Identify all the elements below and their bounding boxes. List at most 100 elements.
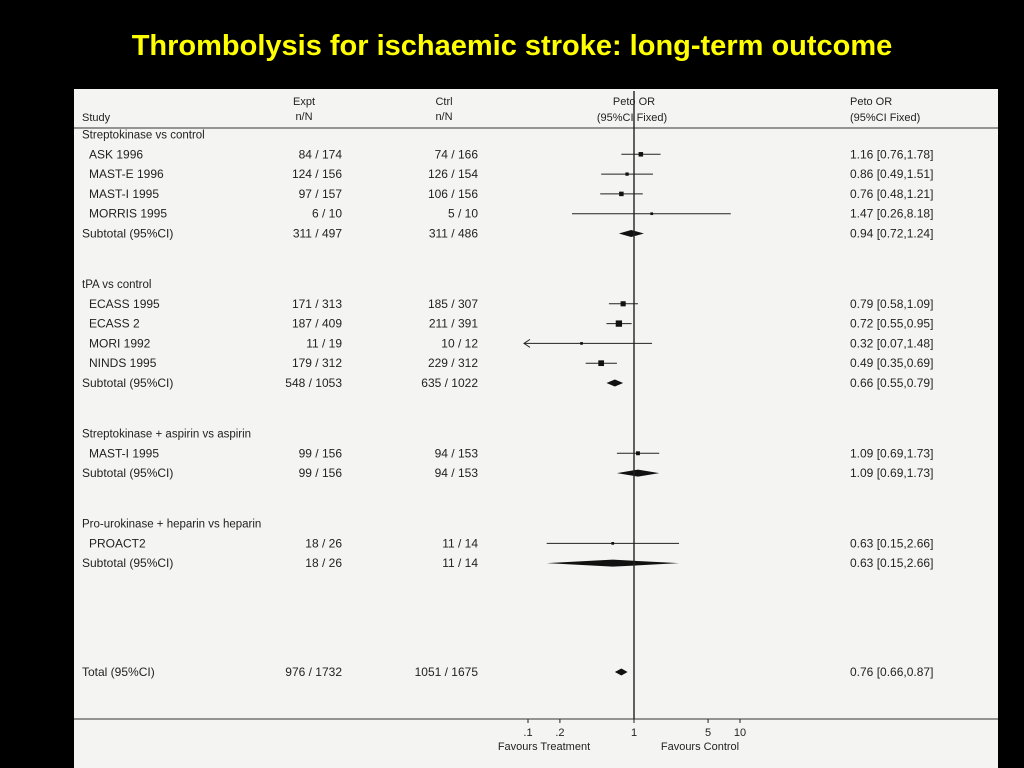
study-name: MAST-I 1995 <box>89 187 159 201</box>
point-estimate <box>625 172 629 176</box>
x-tick-label: 1 <box>631 727 637 739</box>
study-name: MORRIS 1995 <box>89 207 167 221</box>
pooled-diamond <box>614 668 628 676</box>
or-ci-text: 1.09 [0.69,1.73] <box>850 466 933 480</box>
header-expt-sub: n/N <box>295 111 312 123</box>
forest-axis: .1 .2 1 5 10 Favours Treatment Favours Control <box>498 91 746 753</box>
header-or-text-ci: (95%CI Fixed) <box>850 112 920 124</box>
x-tick-label: 5 <box>705 727 711 739</box>
or-ci-text: 0.32 [0.07,1.48] <box>850 336 933 350</box>
slide-title: Thrombolysis for ischaemic stroke: long-… <box>131 30 893 62</box>
x-tick-label: .2 <box>555 727 564 739</box>
header-or-text: Peto OR <box>850 96 892 108</box>
favours-control-label: Favours Control <box>661 741 739 753</box>
expt-count: 18 / 26 <box>305 556 342 570</box>
ctrl-count: 5 / 10 <box>448 207 478 221</box>
or-ci-text: 0.94 [0.72,1.24] <box>850 227 933 241</box>
point-estimate <box>638 152 644 157</box>
header-ctrl: Ctrl <box>435 96 452 108</box>
ctrl-count: 94 / 153 <box>435 446 479 460</box>
or-ci-text: 0.72 [0.55,0.95] <box>850 317 933 331</box>
study-name: NINDS 1995 <box>89 356 157 370</box>
point-estimate <box>650 212 654 216</box>
group-label: Streptokinase vs control <box>82 130 205 142</box>
expt-count: 187 / 409 <box>292 317 342 331</box>
expt-count: 18 / 26 <box>305 536 342 550</box>
study-name: MAST-E 1996 <box>89 167 164 181</box>
expt-count: 99 / 156 <box>299 446 343 460</box>
expt-count: 6 / 10 <box>312 207 342 221</box>
pooled-diamond <box>616 469 660 477</box>
subtotal-label: Subtotal (95%CI) <box>82 227 173 241</box>
or-ci-text: 1.16 [0.76,1.78] <box>850 147 933 161</box>
point-estimate <box>636 451 640 456</box>
or-ci-text: 0.76 [0.66,0.87] <box>850 665 933 679</box>
ctrl-count: 229 / 312 <box>428 356 478 370</box>
expt-count: 84 / 174 <box>299 147 343 161</box>
ctrl-count: 74 / 166 <box>435 147 479 161</box>
pooled-diamond <box>618 230 644 237</box>
point-estimate <box>598 360 605 367</box>
ctrl-count: 185 / 307 <box>428 297 478 311</box>
study-name: MAST-I 1995 <box>89 446 159 460</box>
ctrl-count: 11 / 14 <box>442 536 478 550</box>
point-estimate <box>611 542 615 545</box>
x-tick-label: .1 <box>523 727 532 739</box>
ctrl-count: 11 / 14 <box>442 556 478 570</box>
forest-marks <box>523 152 731 676</box>
header-peto-or-ci: (95%CI Fixed) <box>597 112 667 124</box>
forest-plot-panel: Study Expt n/N Ctrl n/N Peto OR (95%CI F… <box>74 89 998 768</box>
subtotal-label: Subtotal (95%CI) <box>82 556 173 570</box>
expt-count: 311 / 497 <box>293 227 342 241</box>
group-label: tPA vs control <box>82 279 151 291</box>
pooled-diamond <box>546 559 680 567</box>
forest-rows: Streptokinase vs control ASK 1996 84 / 174… <box>82 130 933 680</box>
or-ci-text: 0.76 [0.48,1.21] <box>850 187 933 201</box>
favours-treatment-label: Favours Treatment <box>498 741 590 753</box>
study-name: PROACT2 <box>89 536 146 550</box>
subtotal-label: Subtotal (95%CI) <box>82 466 173 480</box>
ctrl-count: 1051 / 1675 <box>415 665 479 679</box>
study-name: ASK 1996 <box>89 147 143 161</box>
or-ci-text: 0.66 [0.55,0.79] <box>850 376 933 390</box>
ctrl-count: 126 / 154 <box>428 167 478 181</box>
forest-plot: Study Expt n/N Ctrl n/N Peto OR (95%CI F… <box>74 91 998 753</box>
header-study: Study <box>82 112 111 124</box>
expt-count: 179 / 312 <box>292 356 342 370</box>
or-ci-text: 0.49 [0.35,0.69] <box>850 356 933 370</box>
ctrl-count: 106 / 156 <box>428 187 478 201</box>
point-estimate <box>580 342 583 345</box>
group-label: Streptokinase + aspirin vs aspirin <box>82 428 251 440</box>
or-ci-text: 1.09 [0.69,1.73] <box>850 446 933 460</box>
expt-count: 171 / 313 <box>292 297 342 311</box>
point-estimate <box>620 301 626 307</box>
or-ci-text: 0.63 [0.15,2.66] <box>850 536 933 550</box>
expt-count: 97 / 157 <box>299 187 343 201</box>
or-ci-text: 0.79 [0.58,1.09] <box>850 297 933 311</box>
study-name: ECASS 1995 <box>89 297 160 311</box>
ctrl-count: 94 / 153 <box>435 466 479 480</box>
subtotal-label: Subtotal (95%CI) <box>82 376 173 390</box>
expt-count: 976 / 1732 <box>285 665 342 679</box>
ctrl-count: 311 / 486 <box>429 227 478 241</box>
point-estimate <box>619 191 624 197</box>
or-ci-text: 0.86 [0.49,1.51] <box>850 167 933 181</box>
header-expt: Expt <box>293 96 315 108</box>
expt-count: 11 / 19 <box>306 336 342 350</box>
ci-arrow <box>523 338 531 348</box>
point-estimate <box>615 320 623 327</box>
group-label: Pro-urokinase + heparin vs heparin <box>82 519 261 531</box>
subtotal-label: Total (95%CI) <box>82 665 155 679</box>
study-name: ECASS 2 <box>89 317 140 331</box>
header-ctrl-sub: n/N <box>435 111 452 123</box>
pooled-diamond <box>606 379 624 387</box>
ctrl-count: 635 / 1022 <box>421 376 478 390</box>
expt-count: 124 / 156 <box>292 167 342 181</box>
x-tick-label: 10 <box>734 727 746 739</box>
or-ci-text: 1.47 [0.26,8.18] <box>850 207 933 221</box>
expt-count: 99 / 156 <box>299 466 343 480</box>
or-ci-text: 0.63 [0.15,2.66] <box>850 556 933 570</box>
ctrl-count: 211 / 391 <box>429 317 478 331</box>
ctrl-count: 10 / 12 <box>441 336 478 350</box>
study-name: MORI 1992 <box>89 336 151 350</box>
